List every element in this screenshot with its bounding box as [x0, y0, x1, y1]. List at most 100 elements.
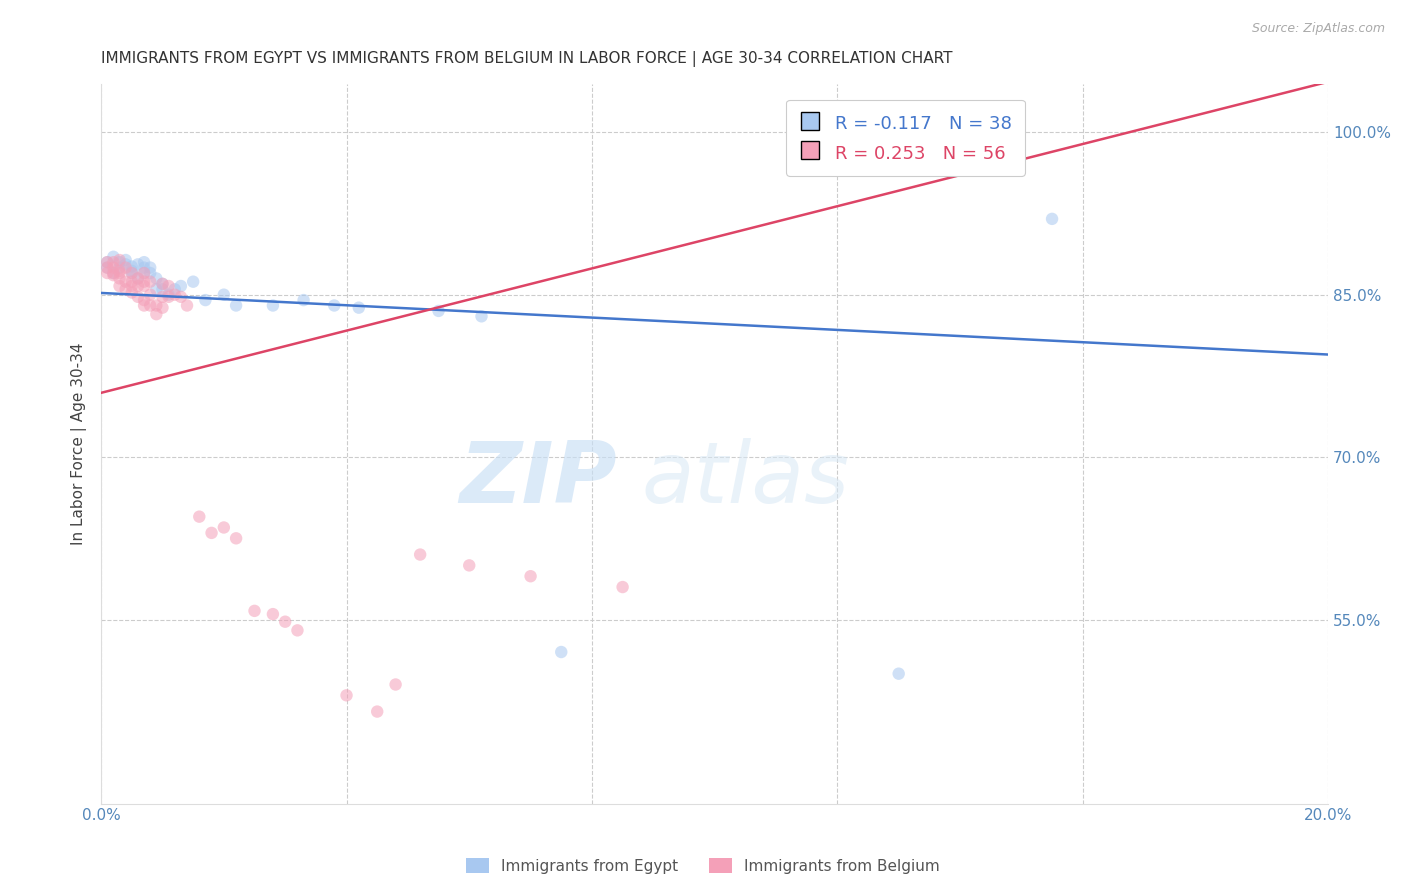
Point: [427, 304, 450, 318]
Point: [335, 689, 357, 703]
Point: [145, 298, 167, 312]
Point: [274, 615, 297, 629]
Point: [292, 293, 315, 307]
Point: [96, 255, 118, 269]
Point: [1040, 211, 1063, 226]
Point: [139, 266, 162, 280]
Point: [157, 290, 180, 304]
Point: [212, 520, 235, 534]
Point: [384, 677, 406, 691]
Point: [121, 266, 143, 280]
Point: [121, 260, 143, 274]
Point: [121, 285, 143, 300]
Point: [108, 253, 131, 268]
Point: [114, 282, 136, 296]
Point: [114, 253, 136, 268]
Point: [132, 260, 155, 275]
Point: [366, 705, 388, 719]
Point: [139, 275, 162, 289]
Point: [114, 275, 136, 289]
Point: [347, 301, 370, 315]
Point: [225, 531, 247, 545]
Point: [470, 310, 492, 324]
Point: [145, 307, 167, 321]
Point: [96, 266, 118, 280]
Legend: Immigrants from Egypt, Immigrants from Belgium: Immigrants from Egypt, Immigrants from B…: [460, 852, 946, 880]
Point: [127, 271, 149, 285]
Point: [121, 266, 143, 280]
Point: [127, 290, 149, 304]
Point: [132, 275, 155, 289]
Y-axis label: In Labor Force | Age 30-34: In Labor Force | Age 30-34: [72, 343, 87, 545]
Point: [170, 290, 193, 304]
Point: [121, 279, 143, 293]
Point: [200, 525, 222, 540]
Point: [108, 266, 131, 280]
Point: [243, 604, 266, 618]
Point: [132, 266, 155, 280]
Point: [108, 279, 131, 293]
Point: [114, 260, 136, 275]
Point: [139, 287, 162, 301]
Point: [127, 279, 149, 293]
Point: [103, 250, 125, 264]
Point: [519, 569, 541, 583]
Point: [612, 580, 634, 594]
Point: [96, 260, 118, 275]
Point: [170, 279, 193, 293]
Point: [145, 271, 167, 285]
Point: [96, 260, 118, 275]
Point: [139, 260, 162, 275]
Point: [108, 260, 131, 275]
Point: [127, 257, 149, 271]
Text: IMMIGRANTS FROM EGYPT VS IMMIGRANTS FROM BELGIUM IN LABOR FORCE | AGE 30-34 CORR: IMMIGRANTS FROM EGYPT VS IMMIGRANTS FROM…: [101, 51, 953, 67]
Point: [163, 287, 186, 301]
Legend: R = -0.117   N = 38, R = 0.253   N = 56: R = -0.117 N = 38, R = 0.253 N = 56: [786, 100, 1025, 176]
Point: [323, 298, 346, 312]
Point: [103, 268, 125, 282]
Point: [132, 255, 155, 269]
Point: [152, 277, 174, 291]
Point: [103, 266, 125, 280]
Point: [212, 287, 235, 301]
Point: [96, 255, 118, 269]
Point: [188, 509, 211, 524]
Point: [121, 275, 143, 289]
Point: [262, 607, 284, 621]
Point: [157, 287, 180, 301]
Point: [152, 290, 174, 304]
Text: ZIP: ZIP: [458, 438, 616, 521]
Point: [409, 548, 432, 562]
Point: [145, 282, 167, 296]
Point: [887, 666, 910, 681]
Point: [108, 264, 131, 278]
Point: [121, 264, 143, 278]
Point: [132, 293, 155, 307]
Point: [132, 279, 155, 293]
Point: [139, 298, 162, 312]
Point: [458, 558, 481, 573]
Point: [103, 255, 125, 269]
Point: [225, 298, 247, 312]
Point: [127, 271, 149, 285]
Point: [181, 275, 204, 289]
Point: [262, 298, 284, 312]
Point: [550, 645, 572, 659]
Point: [108, 271, 131, 285]
Point: [287, 624, 309, 638]
Point: [132, 298, 155, 312]
Point: [152, 277, 174, 291]
Point: [103, 266, 125, 280]
Point: [157, 279, 180, 293]
Point: [114, 257, 136, 271]
Text: atlas: atlas: [641, 438, 849, 521]
Point: [103, 260, 125, 275]
Point: [163, 282, 186, 296]
Point: [152, 301, 174, 315]
Point: [176, 298, 198, 312]
Point: [152, 282, 174, 296]
Point: [108, 255, 131, 269]
Point: [194, 293, 217, 307]
Point: [132, 266, 155, 280]
Point: [887, 125, 910, 139]
